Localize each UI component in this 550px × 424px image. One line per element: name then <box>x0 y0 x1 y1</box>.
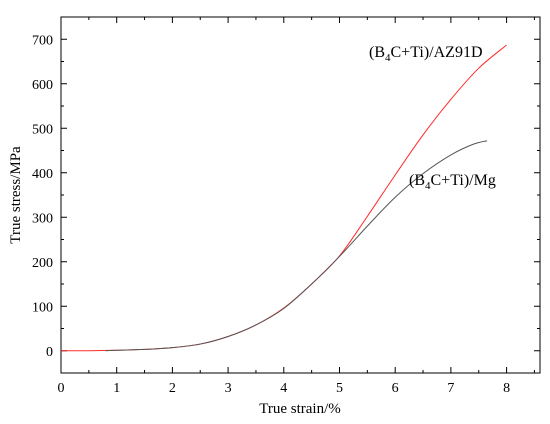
x-tick-label: 3 <box>225 381 232 396</box>
series-line-0 <box>60 44 507 352</box>
y-tick-label: 400 <box>32 167 53 182</box>
y-tick-label: 700 <box>32 33 53 48</box>
x-tick-label: 7 <box>447 381 454 396</box>
series-lines <box>60 44 507 352</box>
axis-ticks: 0 1 2 3 4 5 6 7 8 0 100 200 300 400 500 600 700 <box>32 16 540 396</box>
x-tick-label: 0 <box>58 381 65 396</box>
x-tick-label: 5 <box>336 381 343 396</box>
y-tick-label: 600 <box>32 78 53 93</box>
series-label-az91d: (B4C+Ti)/AZ91D <box>369 44 483 64</box>
series-label-mg: (B4C+Ti)/Mg <box>409 172 496 192</box>
x-tick-label: 4 <box>280 381 287 396</box>
plot-frame <box>60 16 541 374</box>
y-tick-label: 500 <box>32 122 53 137</box>
x-axis-label: True strain/% <box>259 401 341 417</box>
x-tick-label: 8 <box>503 381 510 396</box>
y-tick-label: 0 <box>46 345 53 360</box>
y-axis-label: True stress/MPa <box>8 146 24 244</box>
x-tick-label: 6 <box>392 381 399 396</box>
y-tick-label: 200 <box>32 256 53 271</box>
x-tick-label: 2 <box>169 381 176 396</box>
series-line-1 <box>105 140 488 352</box>
y-tick-label: 300 <box>32 211 53 226</box>
y-tick-label: 100 <box>32 300 53 315</box>
x-tick-label: 1 <box>113 381 120 396</box>
